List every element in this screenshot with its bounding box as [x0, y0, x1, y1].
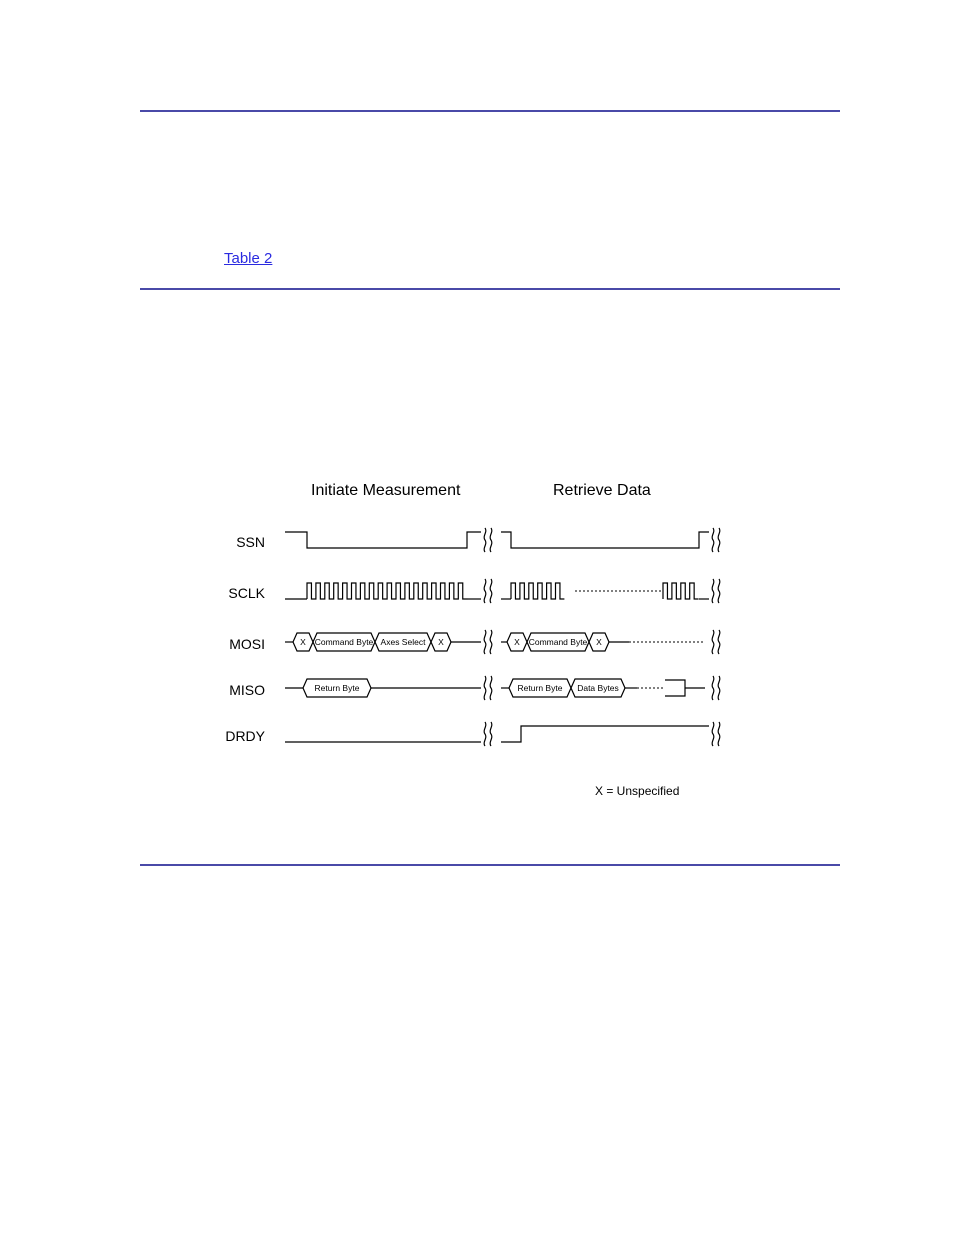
rule-mid: [140, 288, 840, 290]
timing-diagram: Initiate Measurement Retrieve Data SSN S…: [215, 472, 735, 822]
rule-top: [140, 110, 840, 112]
svg-text:Axes Select: Axes Select: [381, 637, 427, 647]
rule-bottom: [140, 864, 840, 866]
page: Table 2 Initiate Measurement Retrieve Da…: [0, 0, 954, 1235]
svg-text:X: X: [596, 637, 602, 647]
svg-text:X: X: [438, 637, 444, 647]
diagram-title-right: Retrieve Data: [553, 482, 651, 500]
signal-label-sclk: SCLK: [215, 585, 265, 601]
signal-label-mosi: MOSI: [215, 636, 265, 652]
diagram-footnote: X = Unspecified: [595, 784, 679, 798]
svg-text:Command Byte: Command Byte: [529, 637, 588, 647]
signal-label-drdy: DRDY: [215, 728, 265, 744]
timing-svg-wrap: X Command Byte Axes Select X X Command Byte X…: [285, 512, 735, 777]
svg-text:Return Byte: Return Byte: [518, 683, 563, 693]
svg-text:Command Byte: Command Byte: [315, 637, 374, 647]
diagram-title-left: Initiate Measurement: [311, 482, 460, 500]
svg-text:X: X: [514, 637, 520, 647]
signal-label-miso: MISO: [215, 682, 265, 698]
timing-svg: X Command Byte Axes Select X X Command Byte X…: [285, 512, 735, 772]
table-2-link[interactable]: Table 2: [224, 250, 272, 267]
svg-text:Return Byte: Return Byte: [315, 683, 360, 693]
svg-text:Data Bytes: Data Bytes: [577, 683, 619, 693]
svg-text:X: X: [300, 637, 306, 647]
signal-label-ssn: SSN: [215, 534, 265, 550]
